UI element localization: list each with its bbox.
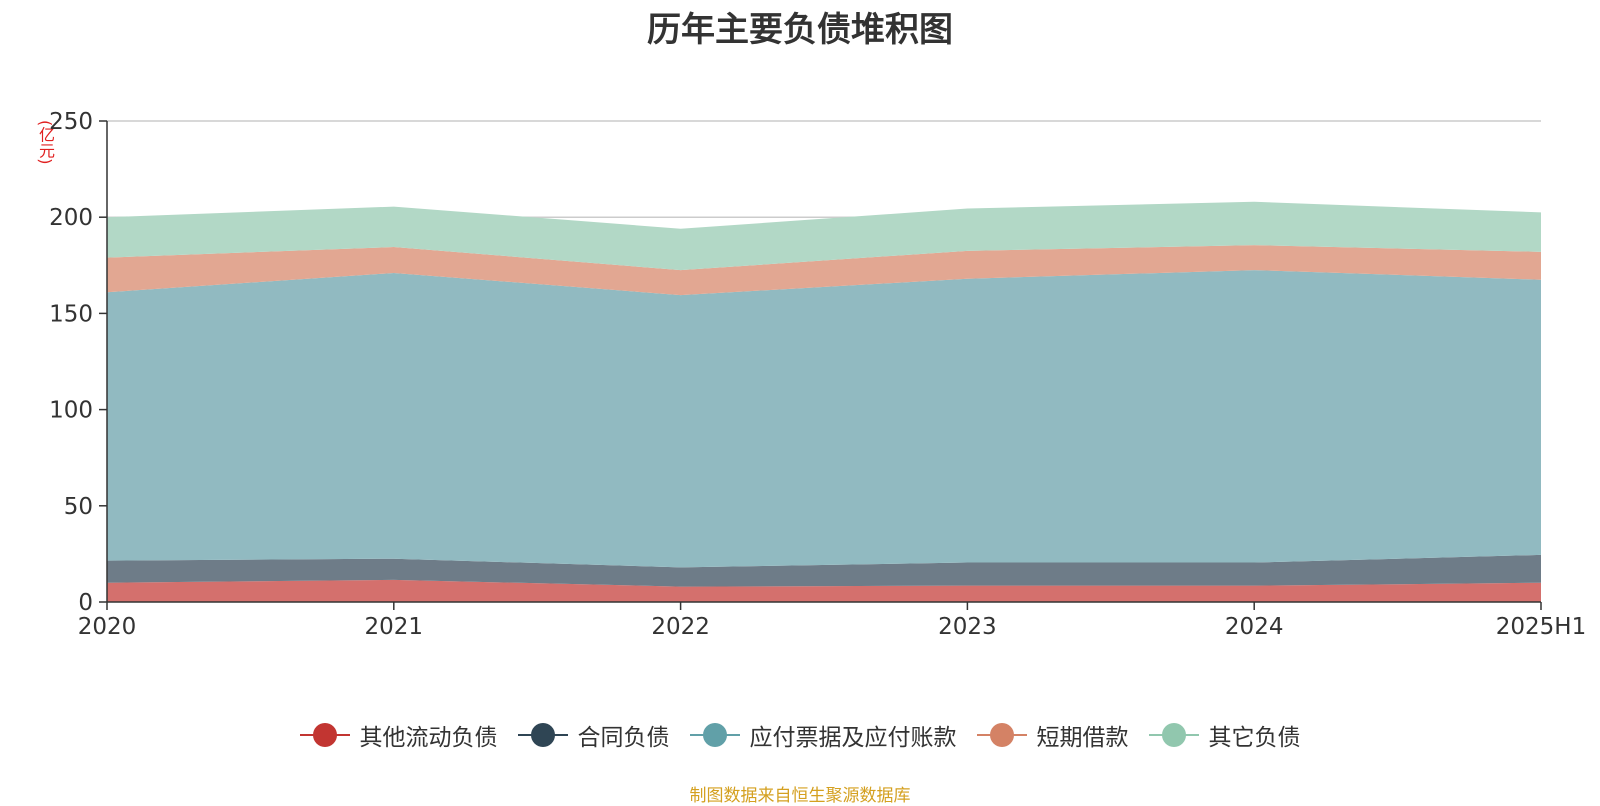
legend-item[interactable]: 其他流动负债 — [299, 718, 498, 752]
legend-item[interactable]: 其它负债 — [1148, 718, 1301, 752]
series-area-4 — [107, 201, 1541, 271]
y-tick-label: 150 — [49, 301, 93, 327]
legend-item[interactable]: 短期借款 — [976, 718, 1129, 752]
legend-marker-icon — [299, 723, 350, 747]
legend-marker-icon — [517, 723, 568, 747]
legend-marker-icon — [689, 723, 740, 747]
y-tick-label: 100 — [49, 398, 93, 424]
legend-item[interactable]: 合同负债 — [517, 718, 670, 752]
series-area-2 — [107, 270, 1541, 568]
x-tick-label: 2024 — [1225, 614, 1284, 640]
y-tick-label: 200 — [49, 205, 93, 231]
series-area-0 — [107, 579, 1541, 602]
legend-label: 其他流动负债 — [359, 725, 498, 751]
axis-layer: 0 50 100 150 200 250 2020 2021 2022 2023 2024 2025H… — [49, 109, 1586, 640]
y-tick-label: 50 — [64, 494, 93, 520]
legend-label: 合同负债 — [577, 725, 670, 751]
legend-label: 应付票据及应付账款 — [749, 725, 957, 751]
chart-legend: 其他流动负债 合同负债 应付票据及应付账款 短期借款 其它负债 — [0, 718, 1600, 752]
chart-title: 历年主要负债堆积图 — [647, 10, 953, 50]
y-tick-label: 0 — [78, 590, 93, 616]
area-layer — [107, 201, 1541, 602]
x-tick-label: 2021 — [365, 614, 424, 640]
source-note: 制图数据来自恒生聚源数据库 — [689, 786, 911, 806]
series-area-3 — [107, 245, 1541, 296]
legend-label: 短期借款 — [1036, 725, 1129, 751]
y-tick-label: 250 — [49, 109, 93, 135]
series-area-1 — [107, 554, 1541, 587]
legend-marker-icon — [976, 723, 1027, 747]
x-tick-label: 2022 — [651, 614, 710, 640]
legend-label: 其它负债 — [1208, 725, 1301, 751]
legend-item[interactable]: 应付票据及应付账款 — [689, 718, 957, 752]
x-tick-label: 2020 — [78, 614, 137, 640]
legend-marker-icon — [1148, 723, 1199, 747]
y-axis-unit-label: (亿元) — [36, 120, 55, 165]
x-tick-label: 2025H1 — [1496, 614, 1586, 640]
x-tick-label: 2023 — [938, 614, 997, 640]
